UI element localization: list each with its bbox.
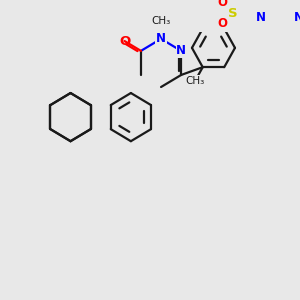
Text: N: N (176, 44, 186, 57)
Text: S: S (228, 7, 238, 20)
Text: N: N (156, 32, 166, 45)
Text: CH₃: CH₃ (185, 76, 205, 86)
Text: O: O (218, 17, 227, 30)
Text: N: N (294, 11, 300, 24)
Text: O: O (119, 34, 130, 48)
Text: N: N (256, 11, 266, 24)
Text: CH₃: CH₃ (152, 16, 171, 26)
Text: O: O (218, 0, 227, 9)
